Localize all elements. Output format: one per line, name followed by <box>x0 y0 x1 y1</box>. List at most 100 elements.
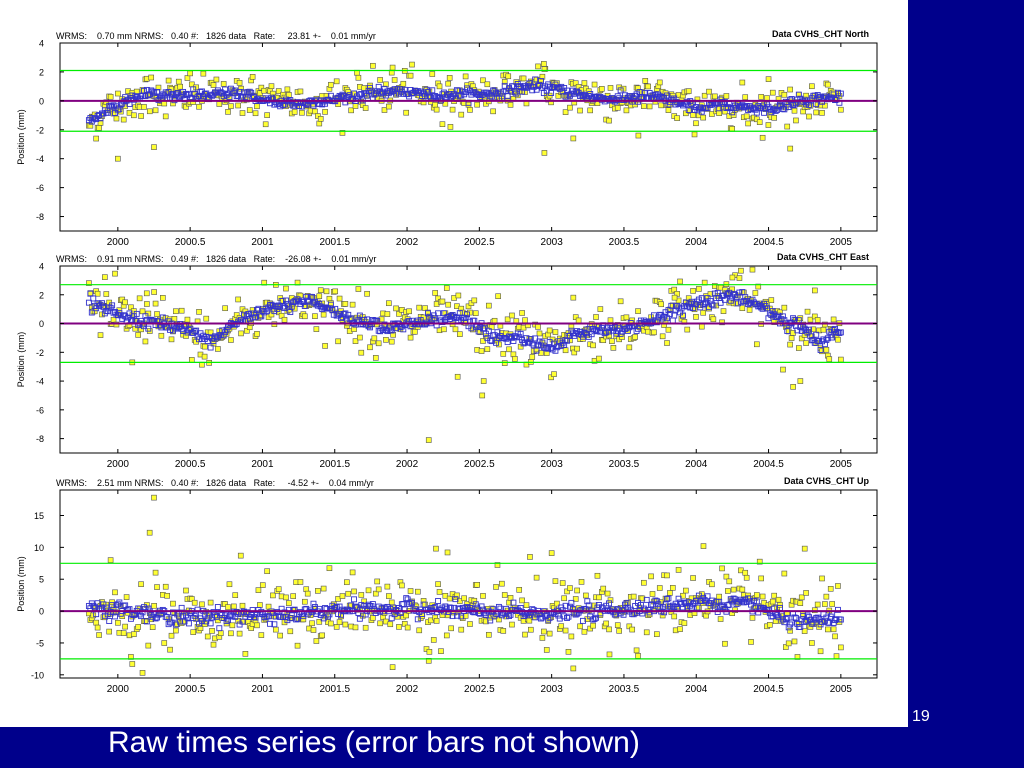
smoothed-point <box>666 310 673 317</box>
smoothed-point <box>252 614 259 621</box>
data-point <box>151 603 157 609</box>
smoothed-point <box>661 609 668 616</box>
data-point <box>209 628 215 634</box>
data-point <box>403 612 410 619</box>
data-point <box>336 619 343 625</box>
data-point <box>252 110 259 117</box>
data-point <box>284 86 291 93</box>
data-point <box>809 83 815 90</box>
outlier-point <box>570 294 577 301</box>
data-point <box>348 107 354 114</box>
smoothed-point <box>112 613 118 620</box>
smoothed-point <box>254 307 260 313</box>
data-point <box>351 326 357 332</box>
data-point <box>748 639 754 645</box>
data-point <box>264 112 270 118</box>
smoothed-point <box>194 606 201 613</box>
data-point <box>412 328 418 335</box>
data-point <box>333 624 340 630</box>
data-point <box>210 641 217 648</box>
smoothed-point <box>288 303 295 310</box>
smoothed-point <box>403 595 410 602</box>
data-point <box>690 575 696 581</box>
chart-title: Data CVHS_CHT East <box>777 252 869 262</box>
data-point <box>239 602 246 609</box>
data-point <box>409 61 415 68</box>
smoothed-point <box>300 613 307 620</box>
smoothed-point <box>268 301 275 308</box>
data-point <box>632 334 638 340</box>
smoothed-point <box>832 617 839 623</box>
data-point <box>228 630 234 637</box>
smoothed-point <box>453 612 460 619</box>
smoothed-point <box>104 109 111 116</box>
smoothed-point <box>367 324 373 331</box>
smoothed-point <box>527 336 534 343</box>
outlier-point <box>505 73 512 80</box>
data-point <box>701 92 708 99</box>
outlier-point <box>801 545 808 552</box>
x-tick-label: 2004 <box>685 237 708 248</box>
outlier-point <box>187 70 193 77</box>
data-point <box>722 640 728 647</box>
data-point <box>255 587 262 593</box>
smoothed-point <box>548 90 555 96</box>
data-point <box>541 61 547 67</box>
data-point <box>283 285 289 292</box>
data-point <box>490 108 496 115</box>
smoothed-point <box>472 601 479 608</box>
outlier-point <box>812 287 818 294</box>
x-tick-label: 2000 <box>107 684 130 695</box>
data-point <box>362 624 369 631</box>
y-tick-label: -2 <box>36 125 44 135</box>
smoothed-point <box>623 600 630 607</box>
data-point <box>455 292 462 299</box>
smoothed-point <box>753 598 760 605</box>
smoothed-point <box>103 604 110 611</box>
smoothed-point <box>835 606 841 613</box>
data-point <box>838 644 844 651</box>
data-point <box>683 587 689 594</box>
smoothed-point <box>779 313 786 320</box>
data-point <box>739 586 746 593</box>
data-point <box>819 575 825 582</box>
data-point <box>565 648 572 655</box>
data-point <box>313 638 320 644</box>
smoothed-point <box>837 90 844 97</box>
x-tick-label: 2002 <box>396 459 419 470</box>
data-point <box>165 77 172 84</box>
data-point <box>822 601 828 607</box>
smoothed-point <box>429 87 436 94</box>
data-point <box>462 73 469 80</box>
data-point <box>578 579 585 585</box>
data-point <box>480 77 486 84</box>
data-point <box>782 644 789 650</box>
data-point <box>785 640 792 647</box>
data-point <box>445 612 452 619</box>
data-point <box>813 109 820 116</box>
smoothed-point <box>214 604 221 610</box>
smoothed-point <box>159 314 166 321</box>
data-point <box>115 90 121 97</box>
data-point <box>590 622 596 629</box>
data-point <box>603 620 609 627</box>
data-point <box>229 622 236 629</box>
data-point <box>755 283 762 290</box>
y-tick-label: -8 <box>36 434 44 444</box>
x-tick-label: 2003 <box>541 237 564 248</box>
data-point <box>754 341 760 348</box>
smoothed-point <box>716 105 723 112</box>
data-point <box>500 351 507 357</box>
smoothed-point <box>446 604 453 611</box>
data-point <box>319 632 325 639</box>
data-point <box>352 103 359 109</box>
data-point <box>484 81 491 88</box>
data-point <box>426 649 433 655</box>
data-point <box>184 316 191 323</box>
y-tick-label: -6 <box>36 183 44 193</box>
data-point <box>112 589 118 596</box>
data-point <box>726 578 733 585</box>
data-point <box>759 134 766 141</box>
data-point <box>725 588 731 594</box>
data-point <box>736 275 743 281</box>
